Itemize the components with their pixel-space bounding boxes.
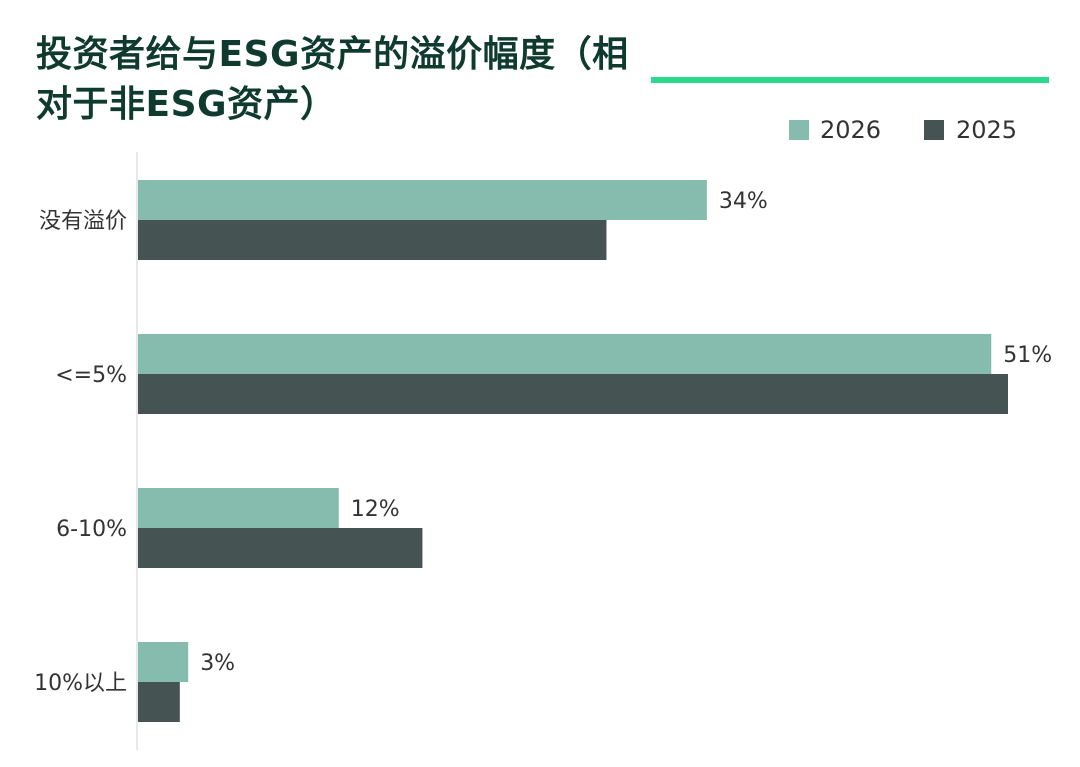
bar-2025-2 bbox=[138, 528, 423, 568]
bar-2026-1 bbox=[138, 334, 992, 374]
data-label-2026-3: 3% bbox=[200, 651, 235, 676]
category-labels: 没有溢价 <=5% 6-10% 10%以上 bbox=[34, 209, 127, 696]
bar-2025-0 bbox=[138, 220, 607, 260]
data-label-2026-1: 51% bbox=[1003, 343, 1052, 368]
category-label-2: 6-10% bbox=[56, 517, 127, 542]
title-accent-line bbox=[651, 77, 1049, 83]
legend-swatch-2026 bbox=[789, 120, 809, 140]
data-label-2026-2: 12% bbox=[351, 497, 400, 522]
bar-2026-3 bbox=[138, 642, 189, 682]
chart-title: 投资者给与ESG资产的溢价幅度（相对于非ESG资产） bbox=[36, 34, 629, 125]
category-label-0: 没有溢价 bbox=[39, 209, 127, 234]
data-labels: 34% 51% 12% 3% bbox=[200, 189, 1052, 676]
data-label-2026-0: 34% bbox=[719, 189, 768, 214]
category-label-1: <=5% bbox=[55, 363, 127, 388]
category-label-3: 10%以上 bbox=[34, 671, 127, 696]
legend-label-2025: 2025 bbox=[956, 116, 1017, 144]
legend: 2026 2025 bbox=[789, 116, 1017, 144]
bar-2025-1 bbox=[138, 374, 1008, 414]
bar-2026-2 bbox=[138, 488, 339, 528]
bars-group bbox=[138, 180, 1008, 722]
legend-label-2026: 2026 bbox=[820, 116, 881, 144]
legend-swatch-2025 bbox=[924, 120, 944, 140]
bar-2026-0 bbox=[138, 180, 707, 220]
bar-2025-3 bbox=[138, 682, 180, 722]
